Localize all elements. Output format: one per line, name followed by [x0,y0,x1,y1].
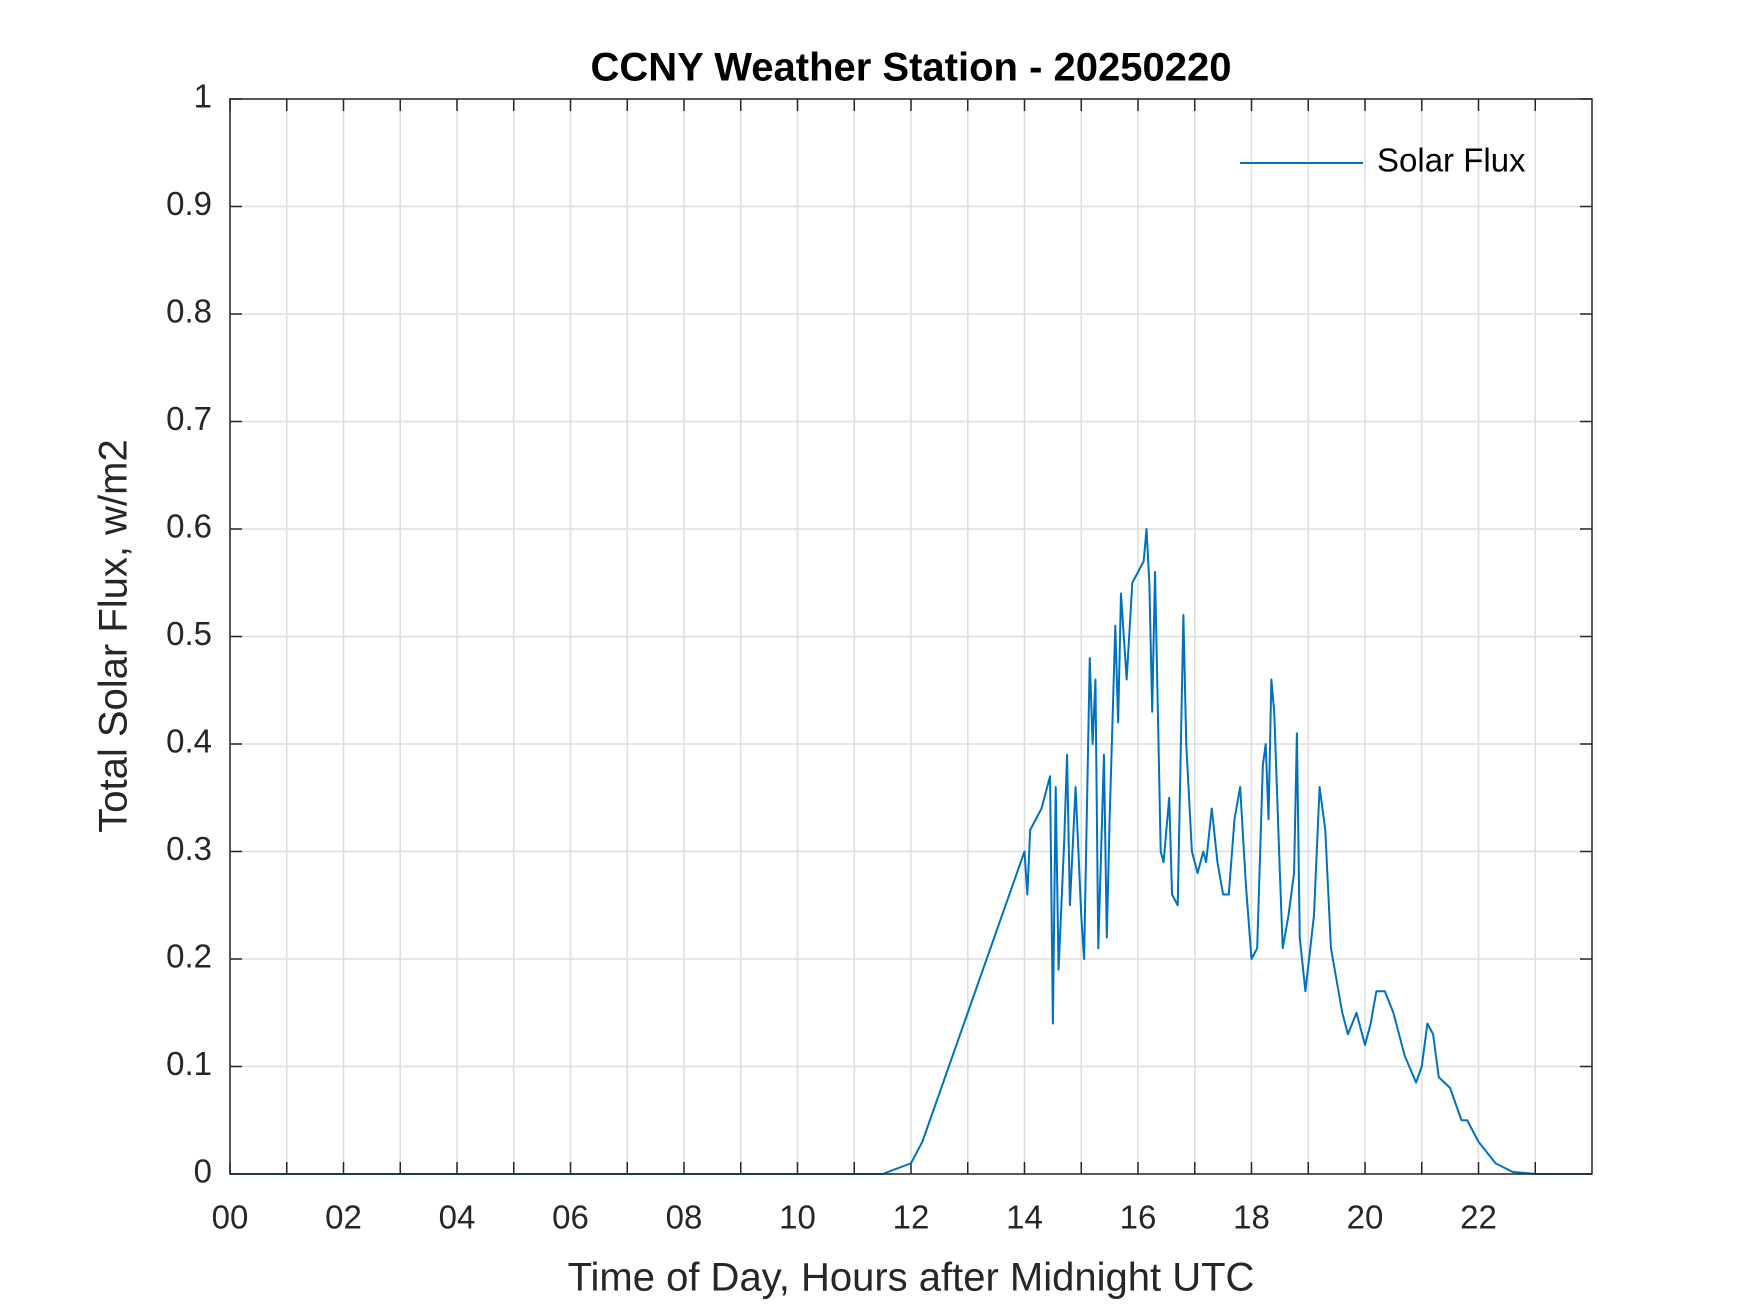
y-tick-label: 0.8 [166,293,212,330]
plot-frame [229,98,1593,1175]
y-tick-label: 0.4 [166,723,212,760]
legend-label: Solar Flux [1377,142,1526,179]
y-tick-label: 0 [194,1153,212,1190]
y-axis-label: Total Solar Flux, w/m2 [92,439,136,832]
x-tick-label: 14 [1006,1199,1043,1236]
x-tick-label: 04 [439,1199,476,1236]
x-tick-label: 10 [779,1199,816,1236]
y-tick-label: 1 [194,78,212,115]
x-tick-label: 16 [1120,1199,1157,1236]
chart-title: CCNY Weather Station - 20250220 [591,46,1232,90]
y-tick-label: 0.1 [166,1045,212,1082]
x-tick-label: 00 [212,1199,249,1236]
y-tick-label: 0.6 [166,508,212,545]
x-tick-label: 18 [1233,1199,1270,1236]
x-tick-label: 06 [552,1199,589,1236]
x-tick-label: 22 [1460,1199,1497,1236]
x-tick-label: 02 [325,1199,362,1236]
y-tick-label: 0.3 [166,830,212,867]
y-tick-label: 0.9 [166,185,212,222]
y-tick-label: 0.7 [166,400,212,437]
data-line [230,528,1592,1175]
x-tick-label: 20 [1347,1199,1384,1236]
x-tick-label: 08 [666,1199,703,1236]
x-axis-label: Time of Day, Hours after Midnight UTC [568,1256,1255,1300]
y-tick-label: 0.2 [166,938,212,975]
x-tick-label: 12 [893,1199,930,1236]
y-tick-label: 0.5 [166,615,212,652]
